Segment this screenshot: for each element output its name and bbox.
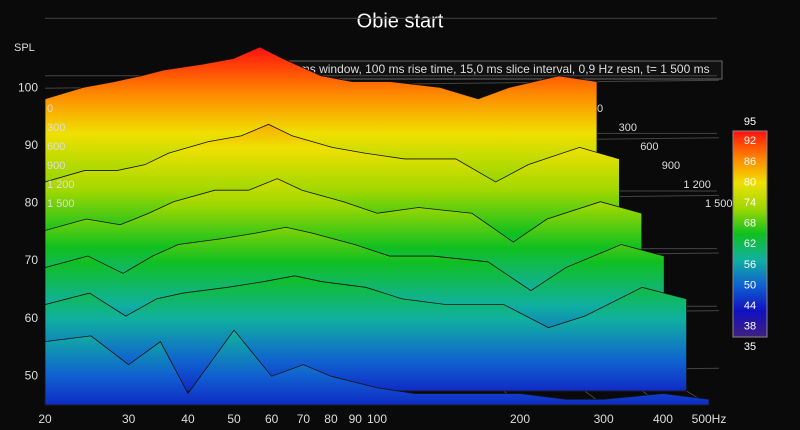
x-tick-label: 40 (181, 412, 195, 426)
time-label: 1 500 (47, 198, 75, 210)
time-label: 900 (47, 160, 65, 172)
y-tick-label: 60 (25, 311, 39, 325)
x-tick-label: 100 (367, 412, 387, 426)
x-tick-label: 400 (653, 412, 673, 426)
time-label: 600 (47, 141, 65, 153)
x-tick-label: 200 (510, 412, 530, 426)
colorbar-label: 38 (744, 321, 756, 333)
colorbar-label: 92 (744, 135, 756, 147)
slice (44, 329, 710, 406)
time-label: 0 (597, 103, 603, 115)
y-tick-label: 100 (18, 80, 38, 94)
x-tick-label: 90 (349, 412, 363, 426)
time-label: 900 (662, 160, 680, 172)
colorbar (732, 130, 768, 338)
x-tick-label: 50 (227, 412, 241, 426)
y-tick-label: 70 (25, 253, 39, 267)
colorbar-label: 56 (744, 259, 756, 271)
x-tick-label: 30 (122, 412, 136, 426)
x-tick-label: 60 (265, 412, 279, 426)
colorbar-label: 50 (744, 279, 756, 291)
time-label: 1 500 (705, 198, 733, 210)
time-label: 1 200 (683, 179, 711, 191)
colorbar-label: 68 (744, 218, 756, 230)
x-tick-label: 70 (297, 412, 311, 426)
x-tick-label: 300 (594, 412, 614, 426)
y-tick-label: 90 (25, 138, 39, 152)
colorbar-label: 62 (744, 238, 756, 250)
colorbar-label: 35 (744, 341, 756, 353)
x-tick-label: 500Hz (692, 412, 727, 426)
colorbar-label: 80 (744, 176, 756, 188)
time-label: 300 (619, 122, 637, 134)
info-text: 1 000 ms window, 100 ms rise time, 15,0 … (266, 62, 709, 76)
x-tick-label: 20 (38, 412, 52, 426)
time-label: 300 (47, 122, 65, 134)
y-tick-label: 80 (25, 196, 39, 210)
y-axis-label: SPL (14, 42, 35, 54)
colorbar-label: 74 (744, 197, 756, 209)
time-label: 600 (640, 141, 658, 153)
time-label: 1 200 (47, 179, 75, 191)
chart-title: Obie start (357, 10, 444, 32)
colorbar-label: 86 (744, 156, 756, 168)
colorbar-label: 44 (744, 300, 756, 312)
time-label: 0 (47, 103, 53, 115)
y-tick-label: 50 (25, 368, 39, 382)
colorbar-label: 95 (744, 116, 756, 128)
slice (44, 275, 687, 392)
x-tick-label: 80 (324, 412, 338, 426)
